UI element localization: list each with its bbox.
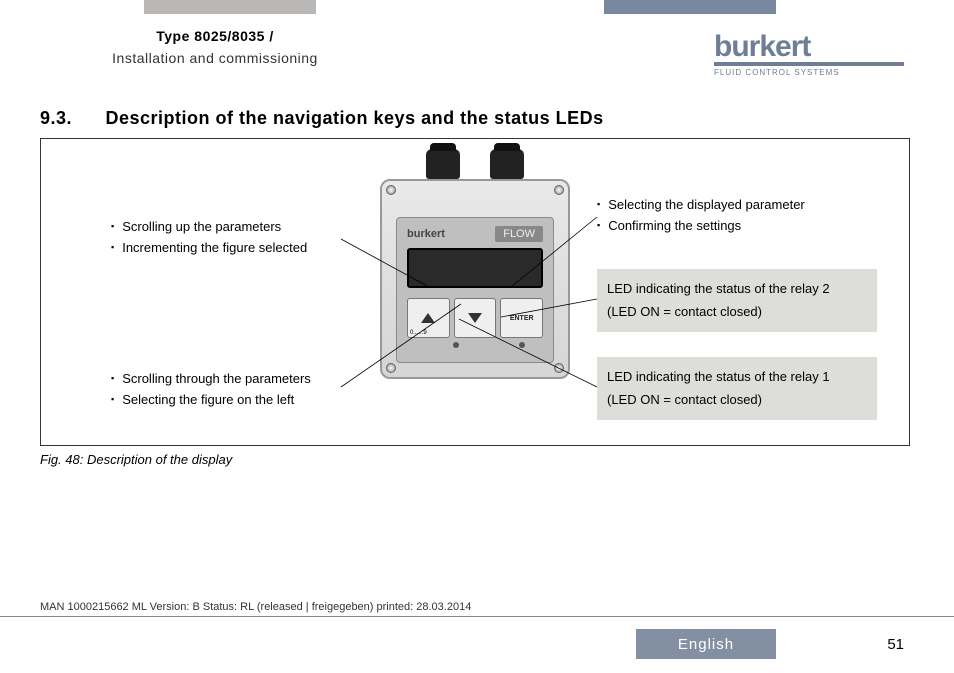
keypad: 0......9 ENTER bbox=[407, 298, 543, 338]
screw-icon bbox=[386, 363, 396, 373]
section-heading: 9.3. Description of the navigation keys … bbox=[40, 108, 604, 129]
relay1-line2: (LED ON = contact closed) bbox=[607, 388, 867, 411]
screw-icon bbox=[386, 185, 396, 195]
callout-item: Selecting the figure on the left bbox=[111, 390, 311, 411]
document-section-line: Installation and commissioning bbox=[100, 50, 330, 66]
led-relay1-icon bbox=[453, 342, 459, 348]
device-faceplate: burkert FLOW 0......9 ENTER bbox=[396, 217, 554, 363]
cable-gland-left bbox=[426, 149, 460, 179]
product-type-line: Type 8025/8035 / bbox=[100, 28, 330, 44]
callout-relay2-led: LED indicating the status of the relay 2… bbox=[597, 269, 877, 332]
callout-item: Confirming the settings bbox=[597, 216, 805, 237]
burkert-logo: burkert FLUID CONTROL SYSTEMS bbox=[714, 30, 904, 77]
header-bar-blue bbox=[604, 0, 776, 14]
figure-container: burkert FLOW 0......9 ENTER bbox=[40, 138, 910, 446]
top-header-bars bbox=[0, 0, 954, 18]
triangle-up-icon bbox=[421, 313, 435, 323]
callout-item: Scrolling up the parameters bbox=[111, 217, 307, 238]
faceplate-brand: burkert bbox=[407, 228, 445, 240]
led-row bbox=[407, 342, 543, 352]
key-enter-label: ENTER bbox=[510, 315, 534, 322]
relay2-line1: LED indicating the status of the relay 2 bbox=[607, 277, 867, 300]
callout-down-key: Scrolling through the parameters Selecti… bbox=[111, 369, 311, 411]
cable-gland-right bbox=[490, 149, 524, 179]
triangle-down-icon bbox=[468, 313, 482, 323]
relay2-line2: (LED ON = contact closed) bbox=[607, 300, 867, 323]
section-number: 9.3. bbox=[40, 108, 100, 129]
key-up: 0......9 bbox=[407, 298, 450, 338]
header-text-block: Type 8025/8035 / Installation and commis… bbox=[100, 28, 330, 66]
key-down bbox=[454, 298, 497, 338]
faceplate-brand-row: burkert FLOW bbox=[407, 224, 543, 244]
lcd-display bbox=[407, 248, 543, 288]
header-bar-gray bbox=[144, 0, 316, 14]
callout-item: Incrementing the figure selected bbox=[111, 238, 307, 259]
callout-up-key: Scrolling up the parameters Incrementing… bbox=[111, 217, 307, 259]
section-title-text: Description of the navigation keys and t… bbox=[106, 108, 604, 128]
screw-icon bbox=[554, 363, 564, 373]
key-range-label: 0......9 bbox=[410, 330, 427, 336]
callout-item: Selecting the displayed parameter bbox=[597, 195, 805, 216]
device-illustration: burkert FLOW 0......9 ENTER bbox=[380, 149, 570, 379]
language-badge: English bbox=[636, 629, 776, 659]
logo-tagline: FLUID CONTROL SYSTEMS bbox=[714, 68, 904, 77]
footer-divider bbox=[0, 616, 954, 617]
cable-glands bbox=[380, 149, 570, 179]
footer-metadata: MAN 1000215662 ML Version: B Status: RL … bbox=[40, 601, 471, 613]
callout-relay1-led: LED indicating the status of the relay 1… bbox=[597, 357, 877, 420]
figure-caption: Fig. 48: Description of the display bbox=[40, 452, 232, 467]
logo-wordmark: burkert bbox=[714, 30, 904, 64]
callout-item: Scrolling through the parameters bbox=[111, 369, 311, 390]
screw-icon bbox=[554, 185, 564, 195]
key-enter: ENTER bbox=[500, 298, 543, 338]
callout-enter-key: Selecting the displayed parameter Confir… bbox=[597, 195, 805, 237]
led-relay2-icon bbox=[519, 342, 525, 348]
relay1-line1: LED indicating the status of the relay 1 bbox=[607, 365, 867, 388]
device-housing: burkert FLOW 0......9 ENTER bbox=[380, 179, 570, 379]
page-number: 51 bbox=[887, 636, 904, 653]
faceplate-flow-label: FLOW bbox=[495, 226, 543, 242]
